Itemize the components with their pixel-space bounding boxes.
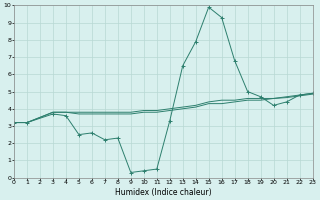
X-axis label: Humidex (Indice chaleur): Humidex (Indice chaleur): [115, 188, 212, 197]
